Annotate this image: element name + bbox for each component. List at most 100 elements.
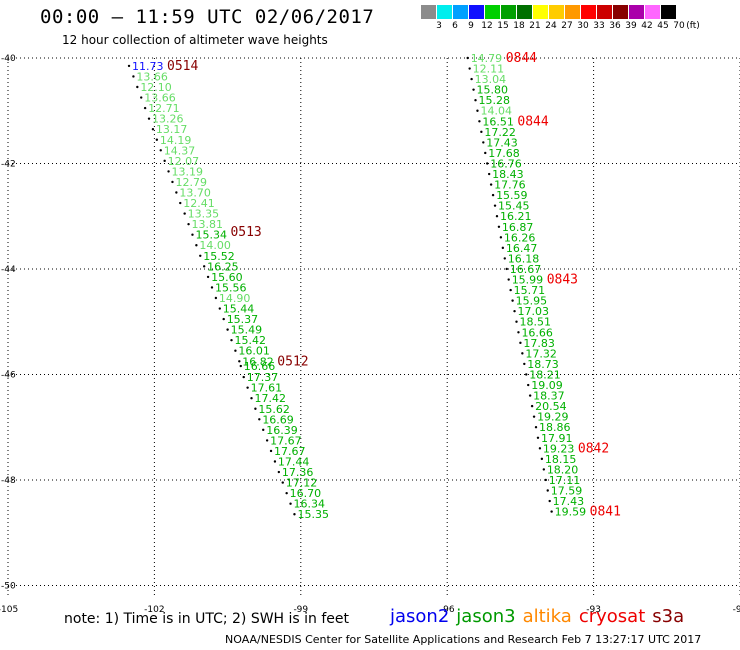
- swh-value-label: 12.79: [175, 176, 207, 189]
- legend-tick-label: 39: [625, 21, 637, 31]
- x-tick-label: -96: [440, 605, 455, 615]
- legend-swatch: [629, 5, 645, 19]
- swh-value-label: 18.86: [539, 421, 571, 434]
- legend-tick-label: 36: [609, 21, 621, 31]
- swh-value-label: 19.59: [555, 506, 587, 519]
- swh-value-label: 17.22: [484, 126, 516, 139]
- swh-value-label: 19.29: [537, 411, 569, 424]
- swh-value-label: 15.44: [223, 303, 255, 316]
- legend-tick-label: 15: [497, 21, 509, 31]
- swh-value-label: 17.43: [553, 495, 585, 508]
- data-point: [532, 415, 536, 418]
- swh-value-label: 15.45: [498, 200, 530, 213]
- y-tick-label: -46: [1, 370, 16, 380]
- data-point: [478, 120, 481, 123]
- swh-value-label: 17.03: [518, 305, 550, 318]
- x-tick-label: -93: [586, 605, 601, 615]
- mission-legend: jason2 jason3 altika cryosat s3a: [390, 606, 691, 627]
- data-point: [132, 75, 135, 78]
- data-point: [472, 88, 475, 91]
- swh-value-label: 15.80: [477, 84, 509, 97]
- time-label: 0844: [506, 51, 537, 66]
- data-point: [470, 77, 473, 81]
- swh-value-label: 17.32: [525, 347, 557, 360]
- data-point: [230, 338, 233, 342]
- legend-swatch: [613, 5, 629, 19]
- chart-subtitle: 12 hour collection of altimeter wave hei…: [62, 33, 328, 47]
- data-point: [487, 172, 491, 176]
- legend-swatch: [597, 5, 613, 19]
- data-point: [239, 364, 242, 368]
- data-point: [163, 159, 166, 163]
- data-point: [474, 98, 477, 102]
- swh-value-label: 11.73: [132, 60, 164, 73]
- data-point: [285, 491, 288, 495]
- legend-tick-label: 9: [468, 21, 474, 31]
- swh-value-label: 16.76: [490, 157, 522, 170]
- data-point: [534, 426, 538, 429]
- swh-value-label: 15.42: [235, 334, 267, 347]
- data-point: [171, 180, 174, 184]
- swh-value-label: 17.36: [282, 466, 314, 479]
- data-point: [289, 502, 292, 505]
- x-tick-label: -102: [144, 605, 164, 615]
- swh-value-label: 15.34: [195, 229, 227, 242]
- time-label: 0513: [230, 225, 261, 240]
- swh-value-label: 16.69: [262, 413, 294, 426]
- swh-value-label: 13.70: [179, 187, 211, 200]
- data-point: [491, 193, 495, 197]
- legend-swatch: [549, 5, 565, 19]
- legend-swatch: [517, 5, 533, 19]
- swh-value-label: 17.42: [255, 392, 287, 405]
- swh-value-label: 17.68: [488, 147, 520, 160]
- swh-value-label: 16.01: [238, 345, 270, 358]
- data-point: [143, 106, 147, 110]
- mission-cryosat: cryosat: [578, 606, 646, 627]
- legend-tick-label: 45: [657, 21, 669, 31]
- time-label: 0841: [590, 505, 621, 520]
- swh-value-label: 17.76: [494, 179, 526, 192]
- swh-value-label: 12.11: [473, 63, 505, 76]
- data-point: [486, 162, 489, 165]
- swh-value-label: 13.26: [152, 113, 184, 126]
- data-point: [281, 481, 284, 484]
- data-point: [187, 222, 190, 226]
- swh-value-label: 15.60: [211, 271, 243, 284]
- data-point: [511, 299, 514, 302]
- swh-value-label: 14.79: [471, 52, 503, 65]
- swh-value-label: 12.41: [183, 197, 215, 210]
- y-tick-label: -40: [1, 54, 16, 64]
- data-point: [202, 265, 206, 268]
- data-point: [147, 117, 151, 120]
- legend-swatch: [581, 5, 597, 19]
- data-point: [546, 489, 549, 492]
- data-point: [489, 183, 493, 186]
- data-point: [528, 394, 532, 397]
- legend-swatch: [437, 5, 453, 19]
- data-point: [155, 138, 159, 141]
- legend-tick-label: 30: [577, 21, 589, 31]
- swh-value-label: 12.07: [168, 155, 200, 168]
- swh-value-label: 19.23: [543, 442, 575, 455]
- legend-swatch: [661, 5, 677, 19]
- legend-swatch: [645, 5, 661, 19]
- swh-value-label: 13.04: [475, 73, 507, 86]
- swh-value-label: 20.54: [535, 400, 567, 413]
- swh-value-label: 13.35: [188, 208, 220, 221]
- mission-s3a: s3a: [652, 606, 685, 627]
- data-point: [499, 236, 503, 239]
- legend-tick-label: 33: [593, 21, 605, 31]
- legend-swatch: [453, 5, 469, 19]
- mission-altika: altika: [522, 606, 572, 627]
- swh-value-label: 17.59: [551, 485, 583, 498]
- data-point: [540, 457, 544, 461]
- data-point: [246, 386, 249, 389]
- swh-value-label: 16.25: [207, 260, 239, 273]
- legend-tick-label: 18: [513, 21, 525, 31]
- swh-value-label: 18.51: [519, 316, 551, 329]
- data-point: [480, 130, 483, 134]
- swh-value-label: 15.28: [479, 94, 511, 107]
- data-point: [136, 85, 139, 89]
- swh-value-label: 18.37: [533, 390, 565, 403]
- legend-tick-label: 24: [545, 21, 557, 31]
